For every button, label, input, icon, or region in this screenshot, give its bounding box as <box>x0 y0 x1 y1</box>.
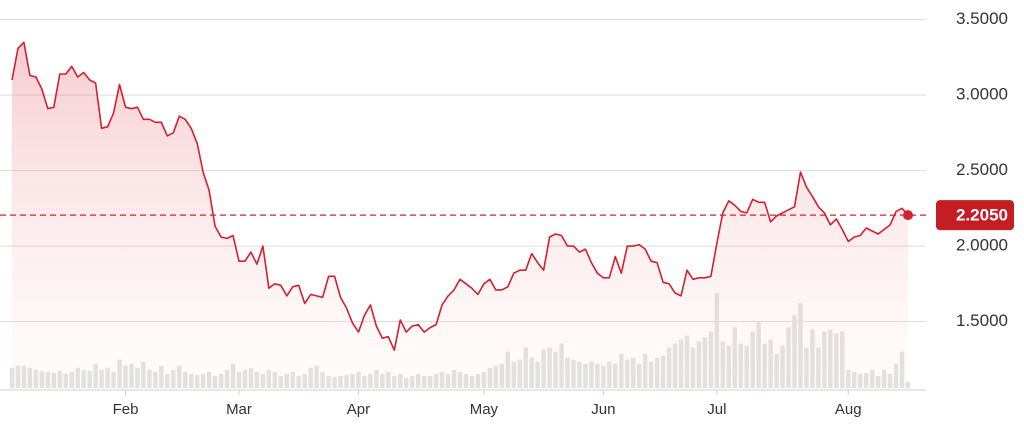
x-tick-label: Jul <box>707 401 726 418</box>
price-line <box>11 41 909 351</box>
x-tick-label: Feb <box>113 401 139 418</box>
y-tick-label: 3.0000 <box>956 85 1008 104</box>
x-tick-label: May <box>470 401 499 418</box>
x-tick-label: Aug <box>835 401 862 418</box>
y-tick-label: 2.0000 <box>956 236 1008 255</box>
x-tick-label: Apr <box>347 401 370 418</box>
y-tick-label: 1.5000 <box>956 311 1008 330</box>
price-area <box>12 42 908 392</box>
y-tick-label: 3.5000 <box>956 9 1008 28</box>
last-value-label: 2.2050 <box>956 206 1008 225</box>
x-tick-label: Jun <box>591 401 615 418</box>
last-point <box>903 210 913 221</box>
x-tick-label: Mar <box>226 401 252 418</box>
y-tick-label: 2.5000 <box>956 160 1008 179</box>
last-value-badge <box>936 200 1014 231</box>
